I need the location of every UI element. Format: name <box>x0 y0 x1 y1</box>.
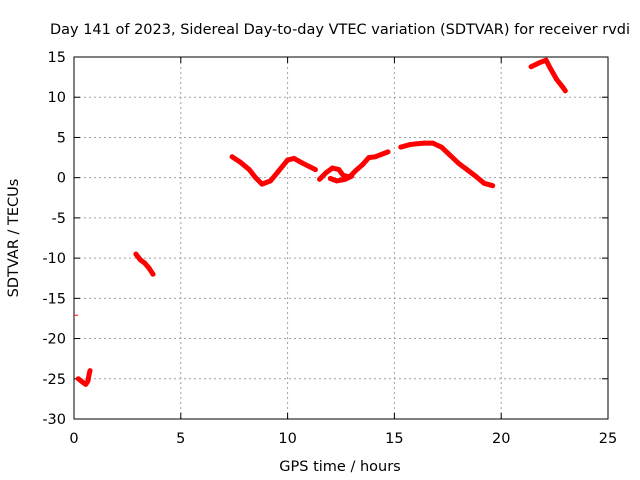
y-tick-label: -15 <box>42 291 66 307</box>
data-point <box>528 64 534 70</box>
chart-title: Day 141 of 2023, Sidereal Day-to-day VTE… <box>50 22 630 38</box>
y-tick-label: -25 <box>42 372 66 388</box>
data-point <box>447 152 453 158</box>
data-point <box>481 180 487 186</box>
series-segment <box>398 140 496 189</box>
data-point <box>150 271 156 277</box>
data-point <box>268 178 273 184</box>
data-point <box>340 172 346 178</box>
data-point <box>562 88 568 94</box>
data-point <box>456 160 461 166</box>
data-point <box>137 257 143 263</box>
data-point <box>543 57 549 63</box>
data-series <box>74 57 568 387</box>
x-axis-label: GPS time / hours <box>279 459 400 475</box>
plot-frame <box>73 56 609 420</box>
data-point <box>285 157 290 163</box>
data-point <box>317 176 322 182</box>
y-tick-label: -5 <box>52 211 66 227</box>
data-point <box>353 168 359 173</box>
data-point <box>86 372 92 378</box>
series-segment <box>528 57 568 94</box>
axis-ticks <box>73 56 609 420</box>
x-tick-label: 15 <box>385 431 403 447</box>
y-tick-label: 10 <box>48 90 66 106</box>
x-tick-label: 25 <box>599 431 617 447</box>
y-tick-label: -20 <box>42 332 66 348</box>
data-point <box>413 141 419 147</box>
data-point <box>300 160 305 166</box>
tick-labels: 0 5 10 15 20 25 -30 -25 -20 -15 -10 -5 0 5 10 15 <box>42 50 617 447</box>
data-point <box>306 164 312 169</box>
data-point <box>385 149 391 155</box>
data-point <box>490 183 496 189</box>
data-point <box>259 181 265 187</box>
x-tick-label: 20 <box>492 431 510 447</box>
data-point <box>379 151 384 157</box>
y-tick-label: 0 <box>57 171 66 187</box>
data-point <box>407 142 412 148</box>
data-point <box>554 77 560 82</box>
data-point <box>537 60 542 65</box>
y-axis-label: SDTVAR / TECUs <box>6 179 22 298</box>
data-point <box>75 376 81 382</box>
data-point <box>246 167 252 173</box>
series-segment <box>327 173 355 184</box>
data-point <box>366 155 372 161</box>
data-point <box>323 170 329 176</box>
data-point <box>430 140 436 146</box>
data-point <box>133 251 139 257</box>
data-point <box>473 173 478 179</box>
data-point <box>547 65 553 71</box>
data-point <box>229 154 235 160</box>
data-point <box>238 160 244 165</box>
data-point <box>334 178 340 184</box>
data-point <box>291 156 297 161</box>
data-point <box>360 162 365 168</box>
x-tick-label: 0 <box>69 431 78 447</box>
data-point <box>336 167 342 173</box>
data-point <box>349 173 355 179</box>
y-tick-label: 15 <box>48 50 66 66</box>
data-point <box>342 176 348 182</box>
data-point <box>142 260 147 266</box>
data-point <box>330 165 335 171</box>
data-point <box>372 154 378 160</box>
data-point <box>464 167 470 173</box>
data-point <box>421 140 427 146</box>
data-point <box>398 144 404 150</box>
data-point <box>313 167 318 173</box>
x-tick-label: 10 <box>278 431 296 447</box>
y-tick-label: -10 <box>42 251 66 267</box>
grid <box>74 57 608 419</box>
data-point <box>276 168 282 173</box>
y-tick-label: 5 <box>57 130 66 146</box>
data-point <box>85 378 91 384</box>
data-point <box>146 265 152 271</box>
x-tick-label: 5 <box>176 431 185 447</box>
data-point <box>87 368 93 374</box>
y-tick-label: -30 <box>42 412 66 428</box>
data-point <box>327 176 333 181</box>
data-point <box>253 175 258 181</box>
data-point <box>439 144 444 150</box>
